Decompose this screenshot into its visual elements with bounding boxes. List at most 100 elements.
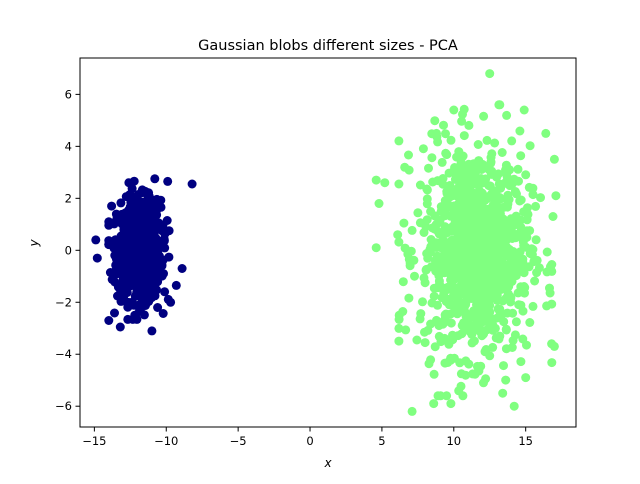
scatter-point — [485, 69, 495, 79]
scatter-point — [529, 257, 539, 267]
scatter-point — [187, 179, 197, 189]
scatter-point — [404, 254, 414, 264]
scatter-point — [462, 244, 472, 254]
scatter-point — [475, 243, 485, 253]
scatter-point — [547, 260, 557, 269]
scatter-point — [450, 175, 460, 184]
scatter-point — [480, 196, 490, 206]
x-tick-label: −5 — [230, 434, 247, 448]
scatter-point — [525, 318, 535, 327]
scatter-point — [133, 221, 143, 231]
y-tick-label: −6 — [55, 399, 72, 413]
scatter-point — [458, 200, 468, 210]
scatter-point — [489, 314, 499, 324]
scatter-point — [130, 230, 140, 240]
scatter-point — [511, 317, 521, 327]
scatter-point — [127, 250, 137, 260]
y-tick-label: 4 — [65, 139, 72, 153]
scatter-point — [508, 336, 518, 345]
scatter-point — [500, 178, 509, 188]
scatter-point — [447, 190, 457, 200]
scatter-point — [415, 314, 425, 324]
scatter-point — [510, 187, 520, 196]
y-tick-label: −4 — [55, 347, 72, 361]
y-axis-ticks: −6 −4 −2 0 2 4 6 — [55, 87, 80, 413]
scatter-point — [464, 120, 474, 130]
y-tick-label: 6 — [65, 87, 72, 101]
scatter-point — [507, 136, 517, 146]
plot-frame — [79, 57, 577, 428]
scatter-point — [150, 291, 160, 301]
scatter-point — [490, 138, 500, 148]
scatter-point — [164, 226, 174, 236]
scatter-point — [420, 338, 430, 348]
scatter-point — [518, 334, 528, 344]
scatter-point — [515, 126, 525, 136]
scatter-point — [516, 215, 526, 225]
scatter-point — [107, 201, 117, 211]
x-tick-label: 5 — [378, 434, 385, 448]
scatter-point — [163, 176, 173, 186]
scatter-point — [423, 325, 433, 335]
scatter-point — [422, 184, 432, 194]
scatter-point — [422, 215, 432, 225]
scatter-point — [446, 262, 456, 272]
scatter-point — [433, 300, 442, 310]
scatter-point — [479, 236, 488, 246]
scatter-point — [469, 159, 479, 169]
scatter-point — [434, 331, 444, 341]
scatter-point — [495, 304, 505, 314]
scatter-point — [446, 211, 456, 221]
scatter-point — [439, 120, 448, 130]
scatter-point — [110, 277, 120, 287]
scatter-point — [91, 235, 101, 245]
scatter-point — [542, 267, 552, 277]
scatter-point — [136, 304, 145, 314]
scatter-point — [449, 300, 459, 310]
scatter-point — [422, 199, 432, 209]
scatter-point — [436, 243, 446, 253]
scatter-point — [549, 341, 559, 351]
scatter-point — [166, 297, 176, 307]
scatter-point — [404, 165, 414, 175]
scatter-point — [143, 192, 153, 202]
scatter-point — [157, 271, 167, 281]
scatter-point — [446, 226, 456, 236]
series-1 — [91, 174, 197, 336]
scatter-point — [398, 277, 408, 287]
scatter-point — [492, 186, 501, 196]
scatter-point — [469, 336, 479, 346]
x-tick-label: 15 — [518, 434, 533, 448]
scatter-point — [466, 179, 476, 188]
y-tick-label: 2 — [65, 191, 72, 205]
scatter-point — [479, 111, 489, 121]
scatter-point — [124, 178, 134, 188]
scatter-point — [150, 205, 160, 215]
scatter-point — [486, 157, 496, 167]
scatter-point — [120, 246, 130, 256]
scatter-point — [410, 271, 419, 281]
scatter-point — [501, 324, 511, 334]
scatter-point — [457, 237, 467, 247]
scatter-point — [132, 257, 142, 267]
scatter-point — [415, 218, 425, 228]
scatter-point — [502, 242, 512, 252]
scatter-point — [485, 215, 495, 225]
scatter-point — [447, 235, 457, 245]
scatter-point — [412, 335, 422, 345]
scatter-point — [407, 225, 417, 235]
scatter-point — [473, 140, 483, 149]
scatter-point — [504, 195, 514, 204]
scatter-point — [532, 268, 542, 278]
scatter-point — [493, 229, 503, 239]
scatter-point — [488, 325, 498, 335]
scatter-point — [92, 253, 102, 263]
scatter-point — [450, 255, 460, 265]
scatter-point — [371, 243, 381, 253]
scatter-point — [443, 242, 453, 252]
scatter-point — [503, 218, 512, 228]
scatter-point — [150, 174, 160, 184]
scatter-point — [549, 154, 559, 164]
scatter-point — [494, 256, 504, 266]
scatter-point — [518, 255, 528, 265]
